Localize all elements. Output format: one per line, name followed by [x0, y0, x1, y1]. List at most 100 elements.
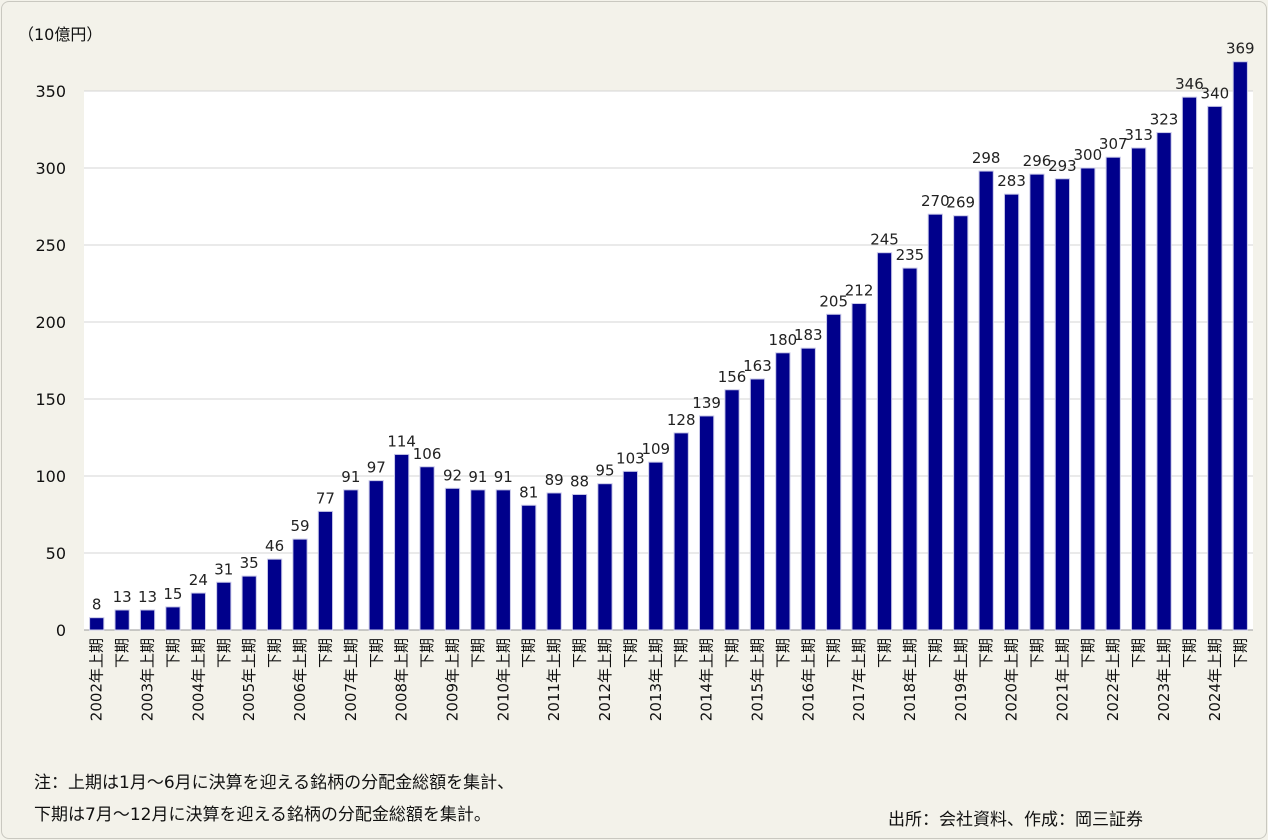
data-label: 283 [997, 172, 1026, 190]
data-label: 97 [367, 459, 386, 477]
y-tick-label: 100 [35, 467, 66, 486]
x-tick-label: 2017年上期 [850, 638, 868, 721]
bar [775, 352, 791, 631]
data-label: 114 [387, 432, 416, 450]
x-tick-label: 下期 [774, 638, 792, 668]
x-tick-label: 下期 [723, 638, 741, 668]
x-tick-label: 2012年上期 [596, 638, 614, 721]
data-label: 13 [113, 588, 132, 606]
data-label: 35 [240, 554, 259, 572]
bar [546, 492, 562, 631]
x-tick-label: 下期 [825, 638, 843, 668]
bar [571, 493, 588, 631]
x-tick-label: 2018年上期 [901, 638, 919, 721]
data-label: 88 [570, 472, 589, 490]
x-axis-ticks: 2002年上期 下期 2003年上期 下期 2004年上期 下期 2005年上期 下期 2006… [88, 638, 1250, 721]
x-tick-label: 2005年上期 [240, 638, 258, 721]
data-label: 369 [1226, 40, 1255, 58]
data-label: 128 [667, 411, 696, 429]
y-tick-label: 200 [35, 313, 66, 332]
data-label: 91 [468, 468, 487, 486]
bar [266, 558, 283, 631]
bar [724, 389, 740, 631]
x-tick-label: 2013年上期 [647, 638, 665, 721]
data-label: 31 [214, 560, 233, 578]
bar [876, 252, 893, 631]
data-label: 8 [92, 596, 102, 614]
x-tick-label: 2014年上期 [698, 638, 716, 721]
data-label: 91 [341, 468, 360, 486]
x-tick-label: 下期 [367, 638, 385, 668]
x-tick-label: 下期 [266, 638, 284, 668]
data-label: 103 [616, 449, 645, 467]
data-label: 163 [743, 357, 772, 375]
x-tick-label: 2006年上期 [291, 638, 309, 721]
bar [1054, 178, 1071, 631]
x-tick-label: 2021年上期 [1053, 638, 1071, 721]
bar-series [89, 61, 1248, 631]
data-label: 270 [921, 192, 950, 210]
bar [927, 213, 943, 631]
x-tick-label: 2011年上期 [545, 638, 563, 721]
bar [139, 609, 156, 631]
bar [317, 510, 334, 631]
data-label: 313 [1124, 126, 1153, 144]
x-tick-label: 下期 [164, 638, 182, 668]
x-tick-label: 下期 [1028, 638, 1046, 668]
y-tick-label: 250 [35, 236, 66, 255]
bar [902, 267, 918, 631]
x-tick-label: 下期 [1130, 638, 1148, 668]
bar [978, 170, 994, 631]
y-axis-ticks: 0 50 100 150 200 250 300 350 [35, 82, 66, 640]
data-label: 24 [189, 571, 208, 589]
x-tick-label: 下期 [316, 638, 334, 668]
data-label: 106 [413, 445, 442, 463]
bar [1156, 132, 1172, 631]
bar [114, 609, 130, 631]
x-tick-label: 2024年上期 [1206, 638, 1224, 721]
x-tick-label: 2008年上期 [393, 638, 411, 721]
data-label: 180 [769, 331, 798, 349]
bar [444, 487, 461, 631]
bar [165, 606, 181, 631]
data-label: 205 [819, 292, 848, 310]
y-tick-label: 50 [46, 544, 66, 563]
x-tick-label: 下期 [672, 638, 690, 668]
y-tick-label: 0 [56, 621, 66, 640]
data-label: 59 [290, 517, 309, 535]
data-label: 235 [896, 246, 925, 264]
footnote-line-1: 注：上期は1月～6月に決算を迎える銘柄の分配金総額を集計、 [34, 773, 515, 793]
bar [622, 470, 638, 631]
bar [368, 480, 384, 631]
data-label: 92 [443, 466, 462, 484]
x-tick-label: 2020年上期 [1003, 638, 1021, 721]
x-tick-label: 2007年上期 [342, 638, 360, 721]
x-tick-label: 2004年上期 [189, 638, 207, 721]
bar [1181, 96, 1198, 631]
x-tick-label: 下期 [571, 638, 589, 668]
data-label: 89 [545, 471, 564, 489]
bar [1029, 173, 1045, 631]
bar [648, 461, 664, 631]
bar [1003, 193, 1020, 631]
bar [953, 215, 969, 631]
x-tick-label: 下期 [1231, 638, 1249, 668]
data-label: 77 [316, 489, 335, 507]
data-label: 298 [972, 149, 1001, 167]
bar [826, 313, 842, 631]
x-tick-label: 下期 [977, 638, 995, 668]
bar [190, 592, 206, 631]
data-label: 109 [641, 440, 670, 458]
x-tick-label: 下期 [215, 638, 233, 668]
data-label: 81 [519, 483, 538, 501]
bar [89, 617, 105, 631]
data-label: 139 [692, 394, 721, 412]
footnote-line-2: 下期は7月～12月に決算を迎える銘柄の分配金総額を集計。 [34, 805, 491, 825]
x-tick-label: 2019年上期 [952, 638, 970, 721]
bar [394, 453, 410, 631]
data-label: 15 [163, 585, 182, 603]
data-label: 269 [946, 194, 975, 212]
data-label: 307 [1099, 135, 1128, 153]
data-label: 212 [845, 282, 874, 300]
data-label: 13 [138, 588, 157, 606]
